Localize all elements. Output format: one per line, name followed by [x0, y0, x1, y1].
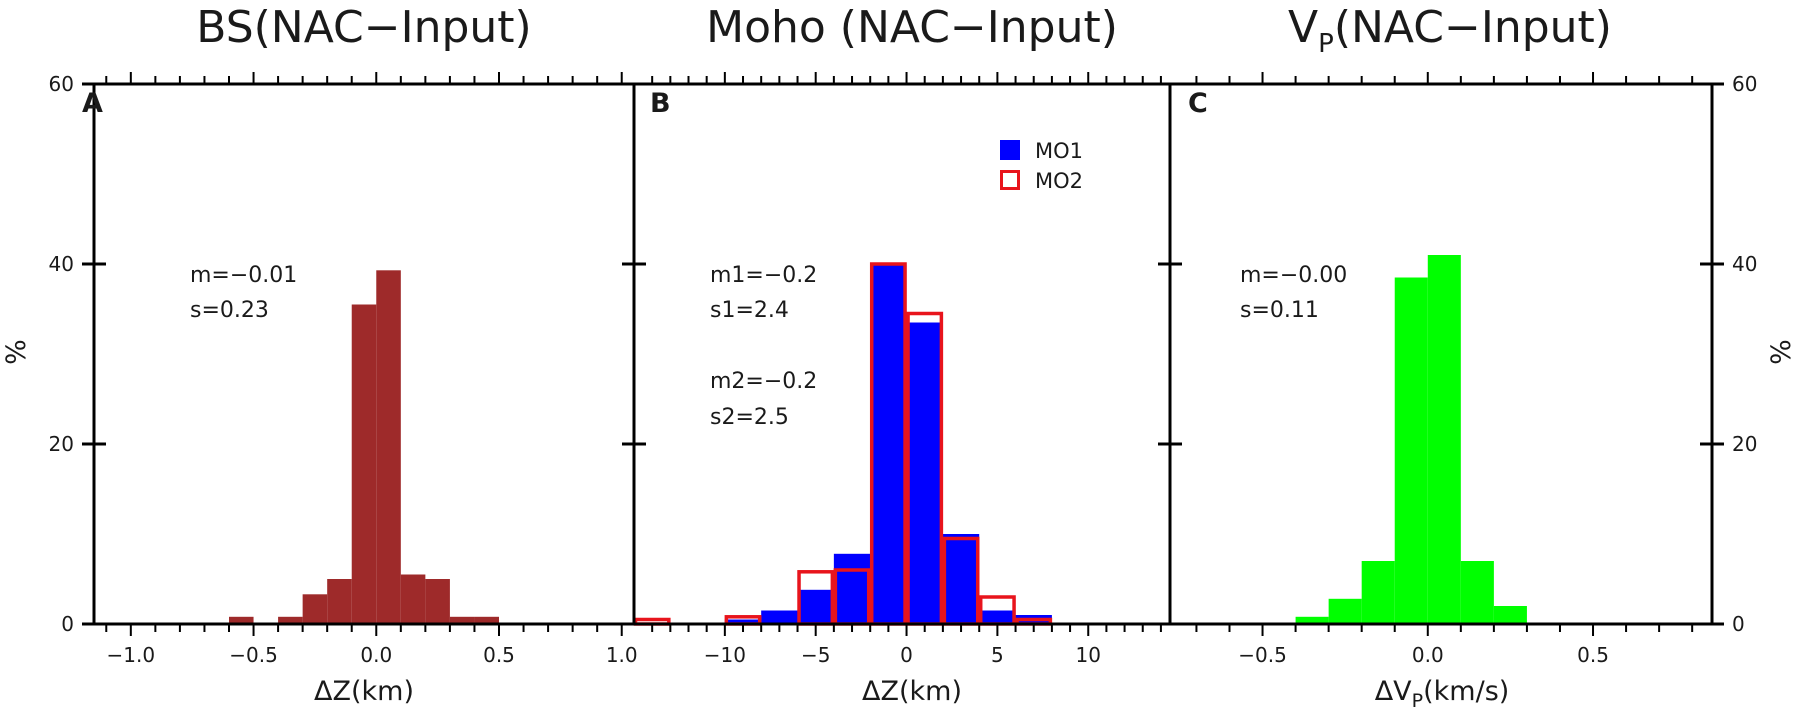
- panel-b-mean2: m2=−0.2: [710, 369, 817, 394]
- legend-mo2-swatch: [1000, 170, 1020, 190]
- panel-a-bars: [229, 270, 499, 624]
- y-tick-label: 20: [1732, 432, 1757, 456]
- panel-c-letter: C: [1188, 88, 1208, 119]
- legend-mo1-swatch: [1000, 140, 1020, 160]
- panel-c-title-sub: P: [1318, 29, 1334, 59]
- bar-bs-0: [229, 616, 254, 624]
- x-tick-label: 5: [991, 643, 1004, 667]
- panel-c-bars: [1295, 255, 1527, 624]
- panel-b-ticks: −10 −5 0 5 10: [622, 72, 1182, 667]
- y-tick-label: 40: [49, 252, 74, 276]
- panel-c-title-main: V: [1288, 2, 1318, 53]
- x-tick-label: 0.0: [1412, 643, 1444, 667]
- x-tick-label: 0.5: [1577, 643, 1609, 667]
- panel-c-xlabel: ΔVP(km/s): [1375, 676, 1510, 712]
- panel-c-xlabel-rest: (km/s): [1423, 676, 1509, 707]
- y-tick-label: 40: [1732, 252, 1757, 276]
- legend-mo1-label: MO1: [1035, 139, 1083, 163]
- panel-a-mean: m=−0.01: [190, 263, 297, 288]
- bar-mo1-0: [724, 619, 762, 624]
- bar-mo1-1: [761, 610, 798, 624]
- bar-bs-1: [278, 616, 303, 624]
- x-tick-label: −5: [801, 643, 830, 667]
- panel-a-title: BS(NAC−Input): [196, 2, 531, 53]
- bar-vp-5: [1460, 561, 1494, 624]
- y-tick-label: 60: [49, 72, 74, 96]
- panel-b-legend: MO1 MO2: [1000, 139, 1083, 193]
- bar-bs-9: [474, 616, 499, 624]
- panel-c-xlabel-main: ΔV: [1375, 676, 1412, 707]
- panel-a-ylabel: %: [1, 339, 32, 365]
- x-tick-label: −0.5: [229, 643, 278, 667]
- panel-c-std: s=0.11: [1240, 298, 1319, 323]
- bar-vp-0: [1295, 616, 1329, 624]
- panel-b-bars: [633, 262, 1053, 626]
- panel-b-title: Moho (NAC−Input): [706, 2, 1118, 53]
- panel-c-xlabel-sub: P: [1412, 690, 1423, 712]
- bar-bs-3: [327, 579, 352, 624]
- bar-mo1-2: [797, 589, 834, 624]
- bar-vp-1: [1328, 598, 1362, 624]
- bar-mo1-4: [870, 264, 907, 624]
- panel-b-letter: B: [650, 88, 671, 119]
- panel-c-title: VP(NAC−Input): [1288, 2, 1612, 59]
- panel-c-ticks: −0.5 0.0 0.5 0 20 40 60: [1158, 72, 1757, 667]
- bar-mo1-3: [833, 553, 871, 624]
- panel-a: −1.0 −0.5 0.0 0.5 1.0 0 20 40 60 A m=−0.01 s=0.2…: [1, 72, 646, 707]
- panel-b-xlabel: ΔZ(km): [862, 676, 962, 707]
- bar-bs-6: [400, 574, 426, 624]
- bar-vp-4: [1427, 255, 1461, 624]
- bar-bs-7: [425, 579, 450, 624]
- panel-c: −0.5 0.0 0.5 0 20 40 60 C m=−0.00 s=0.11 ΔVP(k…: [1158, 72, 1797, 712]
- panel-a-letter: A: [82, 88, 103, 119]
- panel-b: −10 −5 0 5 10 B m1=−0.2 s1=2.4 m2=−0.2 s2=2.…: [622, 72, 1182, 707]
- y-tick-label: 60: [1732, 72, 1757, 96]
- x-tick-label: 10: [1076, 643, 1101, 667]
- bar-mo1-6: [942, 534, 980, 624]
- panel-a-std: s=0.23: [190, 298, 269, 323]
- panel-c-title-rest: (NAC−Input): [1334, 2, 1612, 53]
- x-tick-label: 0: [900, 643, 913, 667]
- legend-mo2-label: MO2: [1035, 169, 1083, 193]
- bar-bs-5: [376, 270, 401, 624]
- panel-b-std1: s1=2.4: [710, 298, 789, 323]
- bar-vp-3: [1394, 277, 1428, 624]
- panel-a-xlabel: ΔZ(km): [314, 676, 414, 707]
- y-tick-label: 0: [1732, 612, 1745, 636]
- bar-mo1-7: [979, 610, 1016, 624]
- bar-vp-2: [1361, 561, 1395, 624]
- panel-a-ticks: −1.0 −0.5 0.0 0.5 1.0 0 20 40 60: [49, 72, 646, 667]
- x-tick-label: −10: [704, 643, 746, 667]
- panel-c-mean: m=−0.00: [1240, 263, 1347, 288]
- bar-bs-8: [449, 616, 475, 624]
- bar-mo1-5: [906, 322, 943, 624]
- x-tick-label: 0.0: [360, 643, 392, 667]
- bar-vp-6: [1493, 606, 1527, 624]
- panel-c-ylabel: %: [1766, 339, 1797, 365]
- x-tick-label: 0.5: [483, 643, 515, 667]
- y-tick-label: 20: [49, 432, 74, 456]
- panel-b-mean1: m1=−0.2: [710, 263, 817, 288]
- bar-bs-2: [302, 594, 328, 624]
- x-tick-label: 1.0: [606, 643, 638, 667]
- bar-bs-4: [351, 304, 377, 624]
- x-tick-label: −1.0: [107, 643, 156, 667]
- x-tick-label: −0.5: [1238, 643, 1287, 667]
- panel-b-std2: s2=2.5: [710, 405, 789, 430]
- y-tick-label: 0: [61, 612, 74, 636]
